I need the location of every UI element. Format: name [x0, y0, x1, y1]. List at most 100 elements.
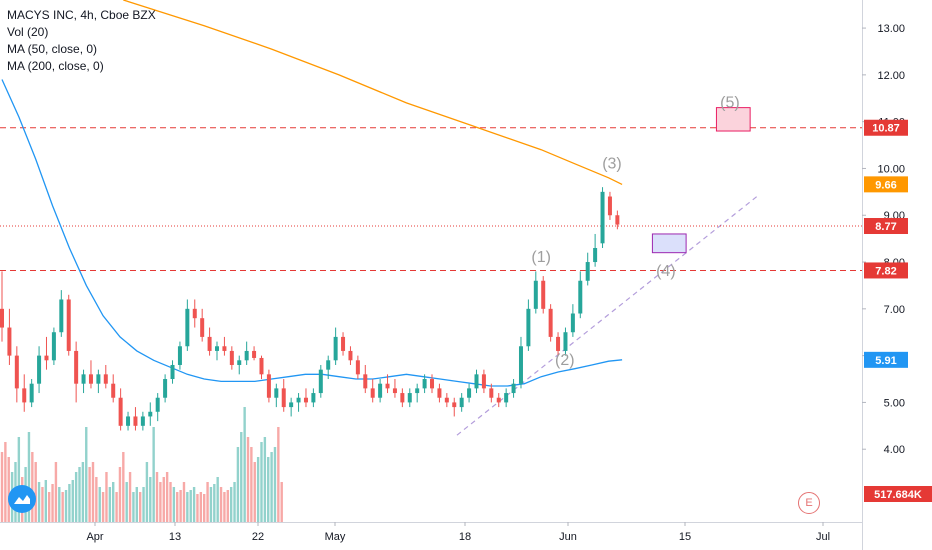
- volume-bar: [253, 462, 256, 522]
- volume-bar: [74, 472, 78, 522]
- ma200-badge-bg: [864, 176, 908, 193]
- candle-body: [378, 383, 383, 398]
- y-tick-label: 4.00: [884, 444, 905, 456]
- candle-body: [437, 388, 442, 398]
- volume-bar: [132, 492, 135, 522]
- ma50-badge-bg: [864, 351, 908, 368]
- volume-bar: [78, 467, 81, 522]
- candle-body: [400, 393, 405, 403]
- volume-bar: [138, 492, 142, 522]
- ma50-indicator-label[interactable]: MA (50, close, 0): [7, 42, 98, 56]
- candle-body: [259, 357, 264, 375]
- tradingview-logo-icon[interactable]: [8, 485, 36, 513]
- volume-bar: [159, 482, 162, 522]
- candle-body: [252, 350, 257, 358]
- candle-body: [133, 416, 138, 426]
- candle-body: [326, 360, 331, 370]
- candle-body: [14, 355, 19, 389]
- volume-bar: [142, 487, 145, 522]
- candle-body: [229, 350, 234, 365]
- candle-body: [140, 416, 145, 426]
- candle-body: [496, 397, 501, 403]
- candle-body: [192, 308, 197, 319]
- volume-bar: [219, 487, 223, 522]
- x-tick-label: 13: [169, 531, 181, 543]
- volume-bar: [105, 472, 108, 522]
- volume-bar: [229, 487, 233, 522]
- volume-bar: [233, 482, 236, 522]
- volume-bar: [176, 492, 179, 522]
- x-tick-label: 15: [679, 531, 691, 543]
- candle-body: [430, 379, 435, 389]
- candle-body: [303, 397, 308, 403]
- volume-indicator-label[interactable]: Vol (20): [7, 25, 49, 39]
- volume-bar: [118, 467, 122, 522]
- candle-body: [59, 299, 64, 333]
- x-tick-label: Apr: [86, 531, 103, 543]
- volume-bar: [122, 452, 125, 522]
- candle-body: [244, 350, 249, 361]
- candle-body: [103, 374, 108, 384]
- candle-body: [237, 360, 242, 365]
- volume-bar: [85, 427, 88, 522]
- last-price-badge-bg: [864, 218, 908, 235]
- volume-bar: [172, 487, 176, 522]
- y-tick-label: 13.00: [877, 23, 905, 35]
- candle-body: [504, 393, 509, 403]
- candle-body: [585, 262, 590, 281]
- volume-bar: [152, 427, 155, 522]
- x-tick-label: 22: [252, 531, 264, 543]
- volume-bar: [165, 472, 169, 522]
- candle-body: [66, 299, 71, 351]
- volume-bar: [192, 487, 196, 522]
- ma200-line: [123, 0, 623, 185]
- alert-badge-upper-bg: [864, 119, 908, 136]
- candle-body: [51, 332, 56, 361]
- candle-body: [170, 364, 175, 380]
- volume-bar: [179, 490, 182, 522]
- volume-bar: [155, 472, 159, 522]
- volume-bar: [41, 487, 44, 522]
- volume-bar: [135, 487, 138, 522]
- volume-bar: [128, 472, 132, 522]
- candle-body: [548, 308, 553, 337]
- candle-body: [88, 374, 93, 384]
- volume-bar: [17, 437, 21, 522]
- wave-label: (3): [602, 155, 622, 172]
- x-tick-label: 18: [459, 531, 471, 543]
- candle-body: [29, 383, 34, 403]
- volume-bar: [260, 442, 263, 522]
- volume-bar: [206, 482, 209, 522]
- symbol-title[interactable]: MACYS INC, 4h, Cboe BZX: [7, 8, 156, 22]
- candle-body: [459, 397, 464, 408]
- candle-body: [318, 369, 323, 394]
- candle-body: [37, 355, 42, 384]
- volume-bar: [226, 490, 229, 522]
- candle-body: [370, 388, 375, 398]
- volume-bar: [98, 487, 101, 522]
- candle-body: [452, 402, 457, 408]
- volume-bar: [91, 462, 95, 522]
- candle-body: [155, 397, 160, 412]
- candle-body: [126, 416, 131, 426]
- volume-bar: [81, 462, 85, 522]
- candle-body: [185, 308, 190, 347]
- candle-body: [481, 374, 486, 389]
- volume-bar: [44, 480, 48, 522]
- volume-bar: [236, 447, 240, 522]
- candle-body: [348, 350, 353, 361]
- volume-bar: [125, 482, 128, 522]
- candle-body: [385, 383, 390, 389]
- candle-body: [222, 346, 227, 351]
- ma200-indicator-label[interactable]: MA (200, close, 0): [7, 59, 104, 73]
- candle-body: [163, 379, 168, 398]
- volume-bar: [186, 492, 189, 522]
- volume-bar: [71, 480, 74, 522]
- volume-bar: [61, 492, 64, 522]
- candle-body: [363, 374, 368, 389]
- candle-body: [563, 332, 568, 351]
- volume-bar: [37, 482, 41, 522]
- earnings-marker-icon[interactable]: E: [798, 492, 820, 514]
